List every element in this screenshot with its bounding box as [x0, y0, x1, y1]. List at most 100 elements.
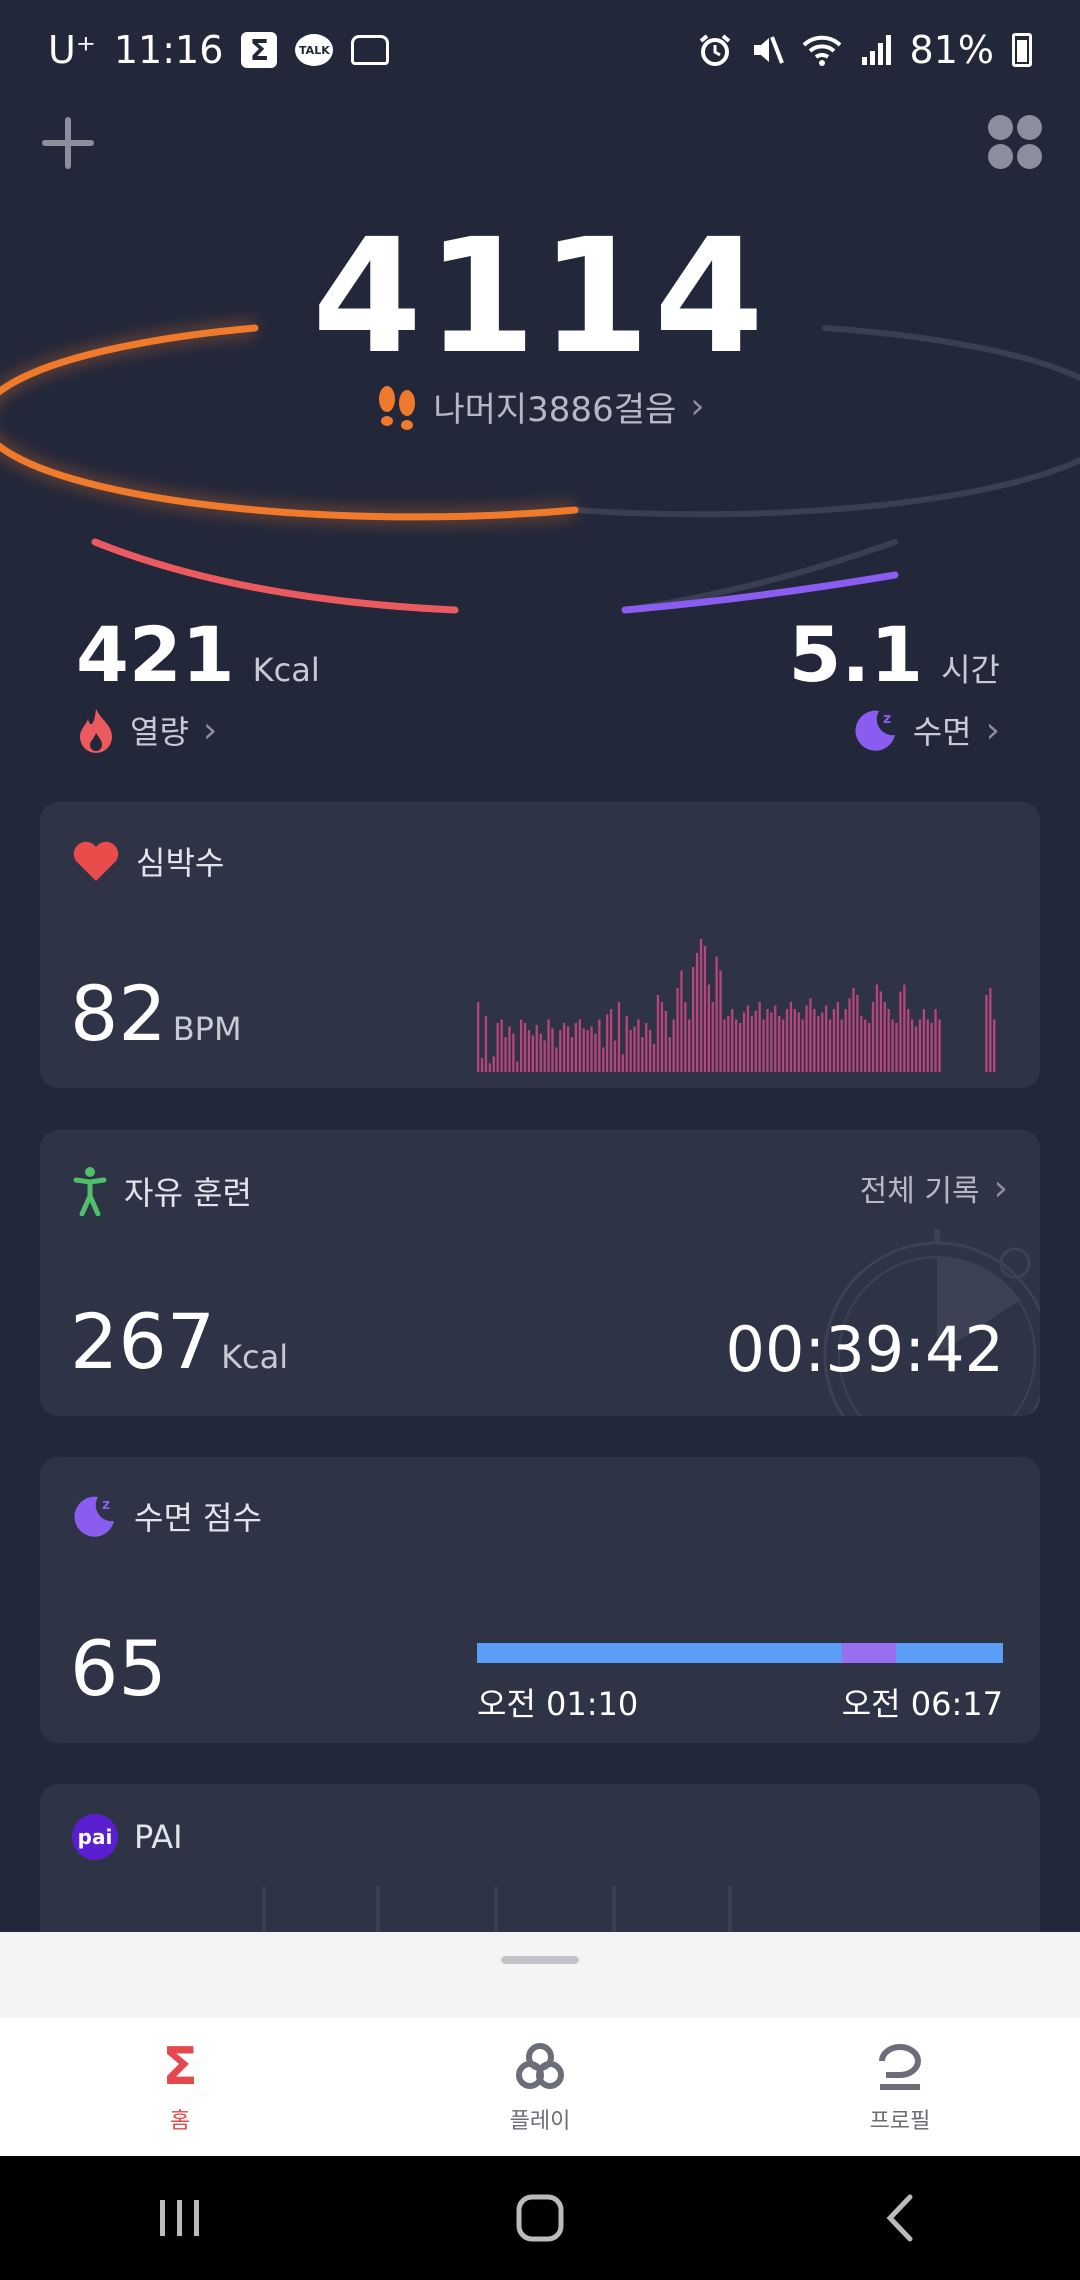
moon-icon: z: [855, 710, 895, 751]
bottom-sheet[interactable]: [0, 1932, 1080, 2018]
heart-rate-bar: [645, 1023, 648, 1072]
heart-rate-bar: [879, 991, 882, 1072]
heart-rate-bar: [883, 1002, 886, 1072]
mute-icon: [753, 36, 784, 64]
heart-rate-bar: [641, 1037, 644, 1072]
workout-card[interactable]: 자유 훈련 전체 기록 › 267 Kcal 00:39:42: [40, 1130, 1040, 1416]
home-button[interactable]: [510, 2188, 570, 2248]
steps-remaining-link[interactable]: 나머지3886걸음 ›: [0, 382, 1080, 431]
steps-progress-arc: [0, 324, 579, 521]
heart-rate-bar: [664, 1010, 667, 1073]
calories-label: 열량: [130, 713, 189, 751]
heart-rate-bar: [844, 1009, 847, 1072]
heart-rate-bar: [488, 1063, 491, 1073]
heart-rate-bar: [703, 946, 707, 1072]
heart-rate-bar: [531, 1035, 534, 1073]
sleep-score-value: 65: [70, 1624, 167, 1713]
heart-rate-bar: [985, 995, 988, 1072]
battery-icon: [1012, 33, 1032, 67]
cards-menu-icon[interactable]: [988, 115, 1042, 169]
heart-rate-bar: [832, 1009, 836, 1072]
heart-rate-bar: [758, 1002, 761, 1072]
heart-rate-bar: [891, 1019, 894, 1072]
pai-card[interactable]: pai PAI: [40, 1784, 1040, 1944]
heart-rate-bar: [875, 984, 879, 1072]
heart-rate-bar: [739, 1023, 742, 1072]
heart-rate-bar: [782, 1019, 785, 1072]
heart-rate-bar: [805, 1005, 808, 1072]
chevron-right-icon: ›: [985, 709, 1000, 751]
heart-rate-bar: [590, 1026, 593, 1072]
heart-rate-bar: [742, 1012, 746, 1072]
workout-calories-value: 267: [70, 1297, 216, 1386]
heart-rate-bar: [480, 1058, 484, 1072]
heart-rate-bar: [656, 995, 660, 1072]
back-icon: [886, 2194, 913, 2242]
heart-rate-bar: [922, 1009, 925, 1072]
steps-remaining-label: 나머지3886걸음: [433, 390, 677, 430]
sleep-hours-unit: 시간: [941, 651, 1000, 689]
heart-rate-bar: [735, 1019, 738, 1072]
pai-badge-icon: pai: [72, 1814, 118, 1860]
heart-rate-bar: [836, 1002, 839, 1072]
heart-icon: [73, 841, 119, 881]
heart-rate-bar: [668, 1037, 671, 1072]
heart-rate-bar: [617, 1002, 621, 1072]
heart-rate-bar: [512, 1033, 515, 1072]
nav-profile[interactable]: 프로필: [720, 2018, 1080, 2156]
sleep-start-time: 오전 01:10: [477, 1685, 639, 1723]
heart-rate-bar: [613, 1040, 617, 1072]
heart-rate-bar: [504, 1037, 507, 1072]
sleep-stage-bar: [477, 1643, 1003, 1663]
car-notification-icon: [351, 35, 390, 65]
sheet-drag-handle[interactable]: [501, 1956, 579, 1964]
sleep-track-arc: [622, 539, 898, 613]
heart-rate-bar: [570, 1037, 574, 1072]
sleep-score-title: 수면 점수: [134, 1499, 262, 1537]
heart-rate-bar: [852, 988, 855, 1072]
heart-rate-bar: [496, 1023, 499, 1072]
heart-rate-bar: [789, 1002, 793, 1072]
calories-summary[interactable]: 421 Kcal 열량 ›: [76, 610, 320, 753]
heart-rate-bar: [821, 1012, 824, 1072]
nav-play-label: 플레이: [509, 2109, 571, 2134]
chevron-right-icon: ›: [993, 1167, 1008, 1209]
nav-home[interactable]: Σ 홈: [0, 2018, 360, 2156]
heart-rate-bar: [868, 1023, 871, 1072]
heart-rate-bar: [895, 1023, 898, 1072]
heart-rate-bar: [699, 939, 703, 1072]
add-button[interactable]: [40, 115, 96, 171]
steps-count: 4114: [312, 205, 768, 389]
heart-rate-bar: [582, 1028, 585, 1073]
sleep-progress-arc: [621, 571, 899, 614]
heart-rate-bar: [848, 998, 851, 1072]
sleep-score-card[interactable]: z 수면 점수 65 오전 01:10 오전 06:17: [40, 1457, 1040, 1743]
moon-icon: z: [74, 1496, 114, 1537]
heart-rate-bar: [727, 1016, 730, 1072]
heart-rate-bar: [785, 1009, 789, 1072]
heart-rate-bar: [871, 1002, 875, 1072]
recent-apps-button[interactable]: [150, 2188, 210, 2248]
heart-rate-bar: [711, 1002, 714, 1072]
heart-rate-card[interactable]: 심박수 82 BPM: [40, 802, 1040, 1088]
all-records-link[interactable]: 전체 기록 ›: [860, 1166, 1008, 1210]
back-button[interactable]: [870, 2188, 930, 2248]
heart-rate-bar: [559, 1030, 562, 1072]
heart-rate-bar: [551, 1028, 554, 1073]
heart-rate-bar: [609, 1009, 613, 1072]
heart-rate-bar: [520, 1019, 523, 1072]
heart-rate-bar: [602, 1047, 605, 1072]
heart-rate-bar: [539, 1033, 542, 1072]
heart-rate-bar: [523, 1023, 527, 1072]
footprints-icon: [379, 385, 416, 430]
nav-play[interactable]: 플레이: [360, 2018, 720, 2156]
battery-percent: 81%: [909, 28, 994, 72]
heart-rate-bar: [813, 1009, 816, 1072]
stopwatch-watermark-icon: [823, 1229, 1040, 1416]
activity-rings: [0, 321, 1080, 614]
nav-home-label: 홈: [169, 2109, 191, 2134]
pai-title: PAI: [134, 1818, 183, 1856]
calories-unit: Kcal: [252, 651, 320, 689]
sleep-summary[interactable]: 5.1 시간 z 수면 ›: [788, 610, 1000, 753]
heart-rate-bar: [535, 1024, 538, 1073]
